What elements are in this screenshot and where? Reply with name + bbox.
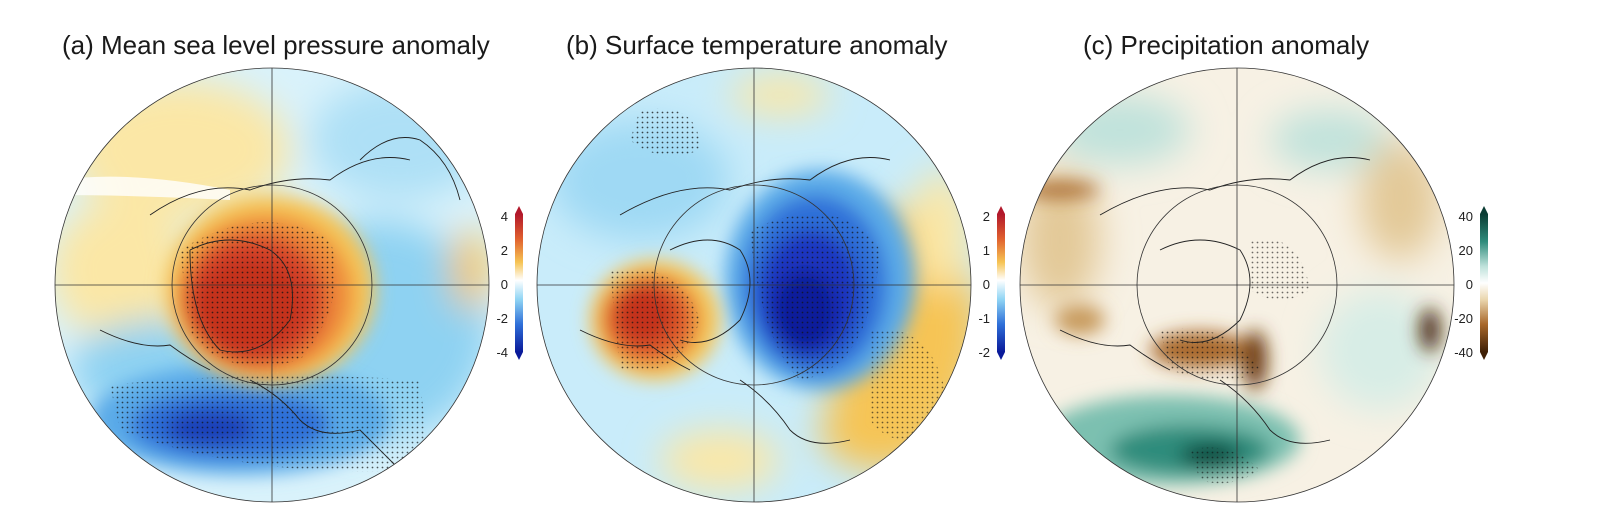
panel-c-tick: 40 xyxy=(1459,209,1473,224)
panel-c-tick: -20 xyxy=(1454,311,1473,326)
panel-a-tick: -4 xyxy=(496,345,508,360)
panel-a-colorbar: 4 2 0 -2 -4 xyxy=(496,206,523,360)
panel-b-tick: 0 xyxy=(983,277,990,292)
panel-b-map xyxy=(536,67,972,503)
panel-a-tick: 4 xyxy=(501,209,508,224)
panel-c-tick: 20 xyxy=(1459,243,1473,258)
panel-a-map xyxy=(54,67,490,503)
panel-b-colorbar: 2 1 0 -1 -2 xyxy=(978,206,1005,360)
panel-b-tick: 1 xyxy=(983,243,990,258)
panel-a-tick: 0 xyxy=(501,277,508,292)
panel-b-tick: -2 xyxy=(978,345,990,360)
panel-c-map xyxy=(1019,67,1455,503)
panel-b-title: (b) Surface temperature anomaly xyxy=(566,30,948,60)
panel-b-coastlines xyxy=(579,157,891,444)
panel-a-tick: -2 xyxy=(496,311,508,326)
panel-c-wet-anomaly xyxy=(1040,395,1300,485)
panel-c-tick: -40 xyxy=(1454,345,1473,360)
panel-a-title: (a) Mean sea level pressure anomaly xyxy=(62,30,490,60)
panel-c-colorbar: 40 20 0 -20 -40 xyxy=(1454,206,1488,360)
panel-b-tick: -1 xyxy=(978,311,990,326)
panel-c-title: (c) Precipitation anomaly xyxy=(1083,30,1370,60)
panel-a-tick: 2 xyxy=(501,243,508,258)
panel-c-tick: 0 xyxy=(1466,277,1473,292)
panel-b-tick: 2 xyxy=(983,209,990,224)
panel-a-coastlines xyxy=(99,137,461,471)
